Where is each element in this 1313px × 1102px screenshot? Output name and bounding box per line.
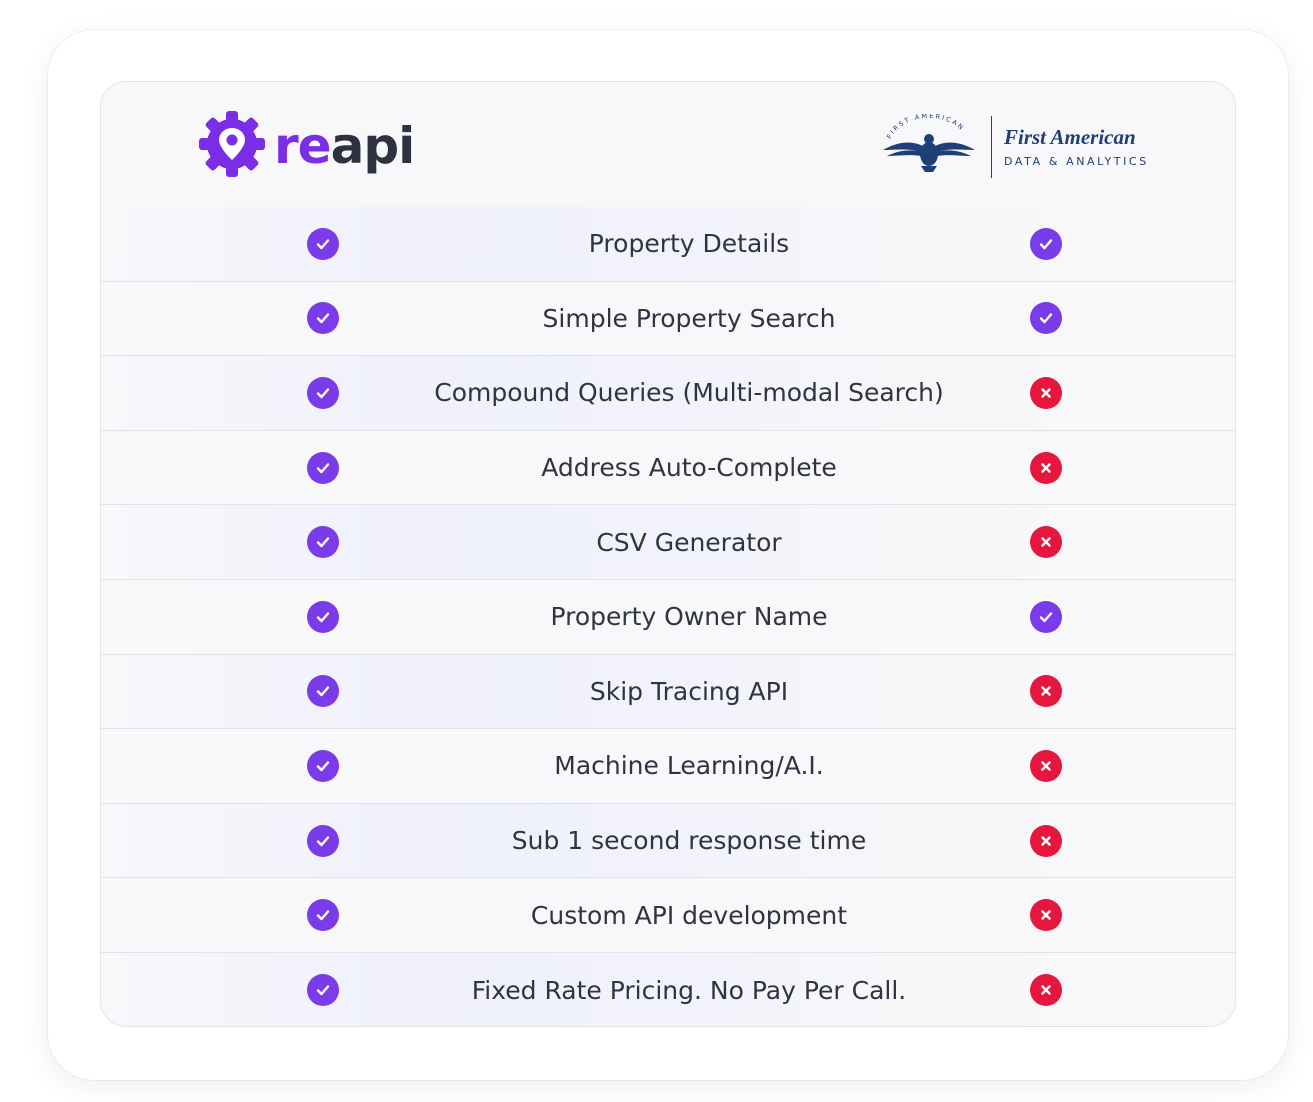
check-icon bbox=[307, 824, 339, 857]
table-row: Skip Tracing API bbox=[101, 654, 1235, 730]
feature-label: Address Auto-Complete bbox=[541, 453, 837, 483]
check-icon bbox=[307, 526, 339, 559]
table-row: Property Details bbox=[101, 207, 1235, 282]
cross-icon bbox=[1030, 749, 1062, 782]
cross-icon bbox=[1030, 376, 1062, 409]
feature-label: Simple Property Search bbox=[542, 303, 836, 333]
feature-label: Compound Queries (Multi-modal Search) bbox=[434, 378, 944, 408]
first-american-logo: FIRST AMERICAN First American bbox=[881, 111, 1149, 181]
cross-icon bbox=[1030, 824, 1062, 857]
feature-label: Property Owner Name bbox=[550, 602, 828, 632]
cross-icon bbox=[1030, 899, 1062, 932]
first-american-subtitle: DATA & ANALYTICS bbox=[1004, 155, 1149, 169]
eagle-seal-icon: FIRST AMERICAN bbox=[881, 111, 977, 181]
check-icon bbox=[1030, 227, 1062, 260]
feature-label: Property Details bbox=[588, 229, 790, 259]
check-icon bbox=[1030, 302, 1062, 335]
feature-label: Custom API development bbox=[530, 900, 848, 930]
reapi-logo: reapi bbox=[196, 108, 415, 185]
feature-label: Skip Tracing API bbox=[589, 676, 789, 706]
check-icon bbox=[307, 451, 339, 484]
table-row: Custom API development bbox=[101, 878, 1235, 953]
cross-icon bbox=[1030, 526, 1062, 559]
table-row: CSV Generator bbox=[101, 505, 1235, 580]
table-row: Address Auto-Complete bbox=[101, 430, 1235, 506]
feature-label: CSV Generator bbox=[596, 527, 782, 557]
feature-label: Machine Learning/A.I. bbox=[554, 751, 824, 781]
location-pin-gear-icon bbox=[196, 108, 268, 185]
check-icon bbox=[307, 675, 339, 708]
table-row: Machine Learning/A.I. bbox=[101, 729, 1235, 804]
comparison-table: reapi FIRST AMERICAN bbox=[100, 81, 1236, 1027]
feature-label: Fixed Rate Pricing. No Pay Per Call. bbox=[471, 975, 907, 1005]
check-icon bbox=[307, 302, 339, 335]
check-icon bbox=[307, 600, 339, 633]
check-icon bbox=[307, 376, 339, 409]
first-american-name: First American bbox=[1004, 124, 1136, 149]
brand-divider bbox=[991, 116, 992, 178]
reapi-wordmark: reapi bbox=[274, 117, 415, 175]
first-american-wordmark: First American DATA & ANALYTICS bbox=[1004, 124, 1149, 169]
table-row: Sub 1 second response time bbox=[101, 803, 1235, 879]
check-icon bbox=[307, 749, 339, 782]
table-row: Fixed Rate Pricing. No Pay Per Call. bbox=[101, 952, 1235, 1026]
cross-icon bbox=[1030, 451, 1062, 484]
check-icon bbox=[307, 227, 339, 260]
feature-rows: Property Details Simple Property Search Co… bbox=[101, 207, 1235, 1026]
table-row: Compound Queries (Multi-modal Search) bbox=[101, 356, 1235, 431]
cross-icon bbox=[1030, 675, 1062, 708]
check-icon bbox=[1030, 600, 1062, 633]
table-header: reapi FIRST AMERICAN bbox=[101, 82, 1235, 208]
cross-icon bbox=[1030, 974, 1062, 1007]
check-icon bbox=[307, 899, 339, 932]
check-icon bbox=[307, 974, 339, 1007]
table-row: Simple Property Search bbox=[101, 281, 1235, 357]
feature-label: Sub 1 second response time bbox=[511, 826, 867, 856]
table-row: Property Owner Name bbox=[101, 579, 1235, 655]
